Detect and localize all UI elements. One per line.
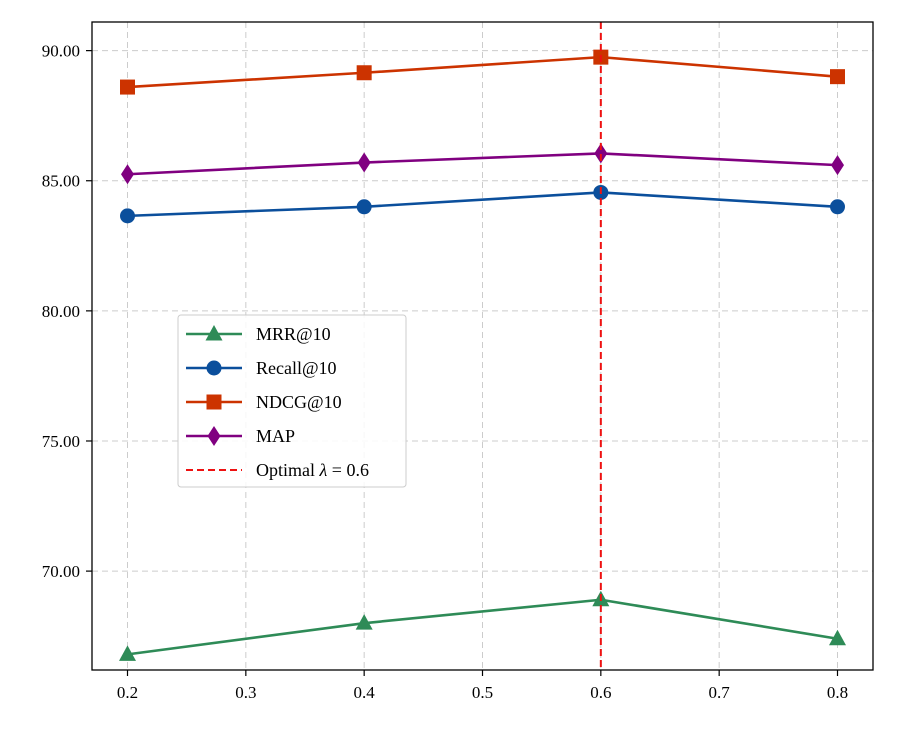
x-tick-label: 0.4 (354, 683, 376, 702)
series-line (127, 191, 838, 218)
axis-ticks: 0.2 0.3 0.4 0.5 0.6 0.7 0.8 70.00 75.00 80.00 85.0… (42, 42, 848, 702)
series-line (127, 152, 838, 176)
legend-marker (206, 394, 222, 410)
legend-item: Optimal λ = 0.6 (186, 460, 369, 480)
series-ndcg-10 (120, 49, 845, 95)
legend-item: NDCG@10 (186, 392, 342, 412)
data-point (830, 69, 845, 85)
x-tick-label: 0.8 (827, 683, 848, 702)
data-point (355, 614, 373, 630)
legend-label: Recall@10 (256, 358, 337, 378)
series-line (127, 55, 838, 89)
legend-item: Recall@10 (186, 358, 337, 378)
y-tick-label: 85.00 (42, 172, 80, 191)
legend-label: MAP (256, 426, 295, 446)
legend-box (177, 314, 407, 488)
series-layer (119, 49, 846, 661)
series-line (127, 598, 838, 656)
x-tick-label: 0.5 (472, 683, 493, 702)
data-point (120, 208, 135, 224)
legend-item: MRR@10 (186, 324, 331, 344)
y-tick-label: 90.00 (42, 42, 80, 61)
legend: MRR@10 Recall@10 NDCG@10 MAP Optimal λ = 0.6 (177, 314, 407, 488)
series-recall-10 (120, 184, 845, 224)
series-map (121, 143, 844, 185)
legend-marker (205, 325, 223, 341)
x-tick-label: 0.3 (235, 683, 256, 702)
data-point (357, 152, 371, 173)
data-point (830, 199, 845, 215)
y-tick-label: 80.00 (42, 302, 80, 321)
data-point (121, 164, 134, 185)
legend-label: MRR@10 (256, 324, 331, 344)
legend-marker (207, 426, 221, 446)
data-point (831, 155, 844, 176)
legend-label: Optimal λ = 0.6 (256, 460, 369, 480)
legend-marker (206, 360, 222, 376)
data-point (356, 199, 372, 215)
x-tick-label: 0.6 (590, 683, 611, 702)
y-tick-label: 75.00 (42, 432, 80, 451)
x-tick-label: 0.2 (117, 683, 138, 702)
data-point (119, 645, 136, 661)
legend-label: NDCG@10 (256, 392, 342, 412)
y-tick-label: 70.00 (42, 562, 80, 581)
data-point (356, 65, 372, 81)
data-point (594, 143, 608, 164)
legend-item: MAP (186, 426, 295, 446)
x-tick-label: 0.7 (709, 683, 731, 702)
data-point (120, 79, 135, 95)
data-point (829, 629, 846, 646)
